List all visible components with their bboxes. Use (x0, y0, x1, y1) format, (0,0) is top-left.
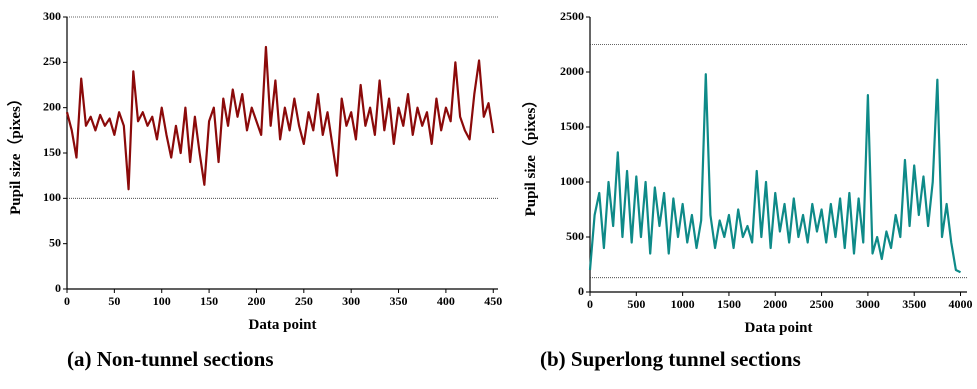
y-tick-label: 1000 (560, 174, 584, 188)
x-axis-label: Data point (249, 317, 317, 333)
x-tick-label: 2000 (763, 297, 787, 311)
x-tick-label: 350 (390, 294, 408, 308)
x-tick-label: 450 (484, 294, 502, 308)
y-tick-label: 1500 (560, 119, 584, 133)
data-line (588, 73, 961, 274)
x-tick-label: 1500 (717, 297, 741, 311)
x-tick-label: 250 (295, 294, 313, 308)
y-tick-label: 250 (43, 54, 61, 68)
x-tick-label: 0 (587, 297, 593, 311)
y-axis-label: Pupil size（pixes） (521, 93, 539, 217)
x-tick-label: 2500 (810, 297, 834, 311)
x-tick-label: 150 (200, 294, 218, 308)
y-tick-label: 150 (43, 145, 61, 159)
y-tick-label: 2000 (560, 64, 584, 78)
x-tick-label: 400 (437, 294, 455, 308)
x-tick-label: 50 (108, 294, 120, 308)
data-line (65, 45, 495, 191)
y-tick-label: 50 (49, 235, 61, 249)
x-tick-label: 300 (342, 294, 360, 308)
caption: (b) Superlong tunnel sections (540, 347, 801, 371)
x-tick-label: 4000 (949, 297, 973, 311)
x-tick-label: 500 (627, 297, 645, 311)
x-tick-label: 1000 (671, 297, 695, 311)
x-tick-label: 100 (153, 294, 171, 308)
y-tick-label: 300 (43, 9, 61, 23)
x-tick-label: 3500 (902, 297, 926, 311)
y-tick-label: 0 (578, 284, 584, 298)
y-tick-label: 500 (566, 229, 584, 243)
y-tick-label: 100 (43, 190, 61, 204)
caption: (a) Non-tunnel sections (67, 347, 274, 371)
x-tick-label: 0 (64, 294, 70, 308)
y-tick-label: 2500 (560, 9, 584, 23)
x-axis-label: Data point (745, 320, 813, 336)
x-tick-label: 3000 (856, 297, 880, 311)
y-axis-label: Pupil size（pixes） (6, 91, 24, 215)
y-tick-label: 200 (43, 99, 61, 113)
x-tick-label: 200 (247, 294, 265, 308)
y-tick-label: 0 (55, 281, 61, 295)
